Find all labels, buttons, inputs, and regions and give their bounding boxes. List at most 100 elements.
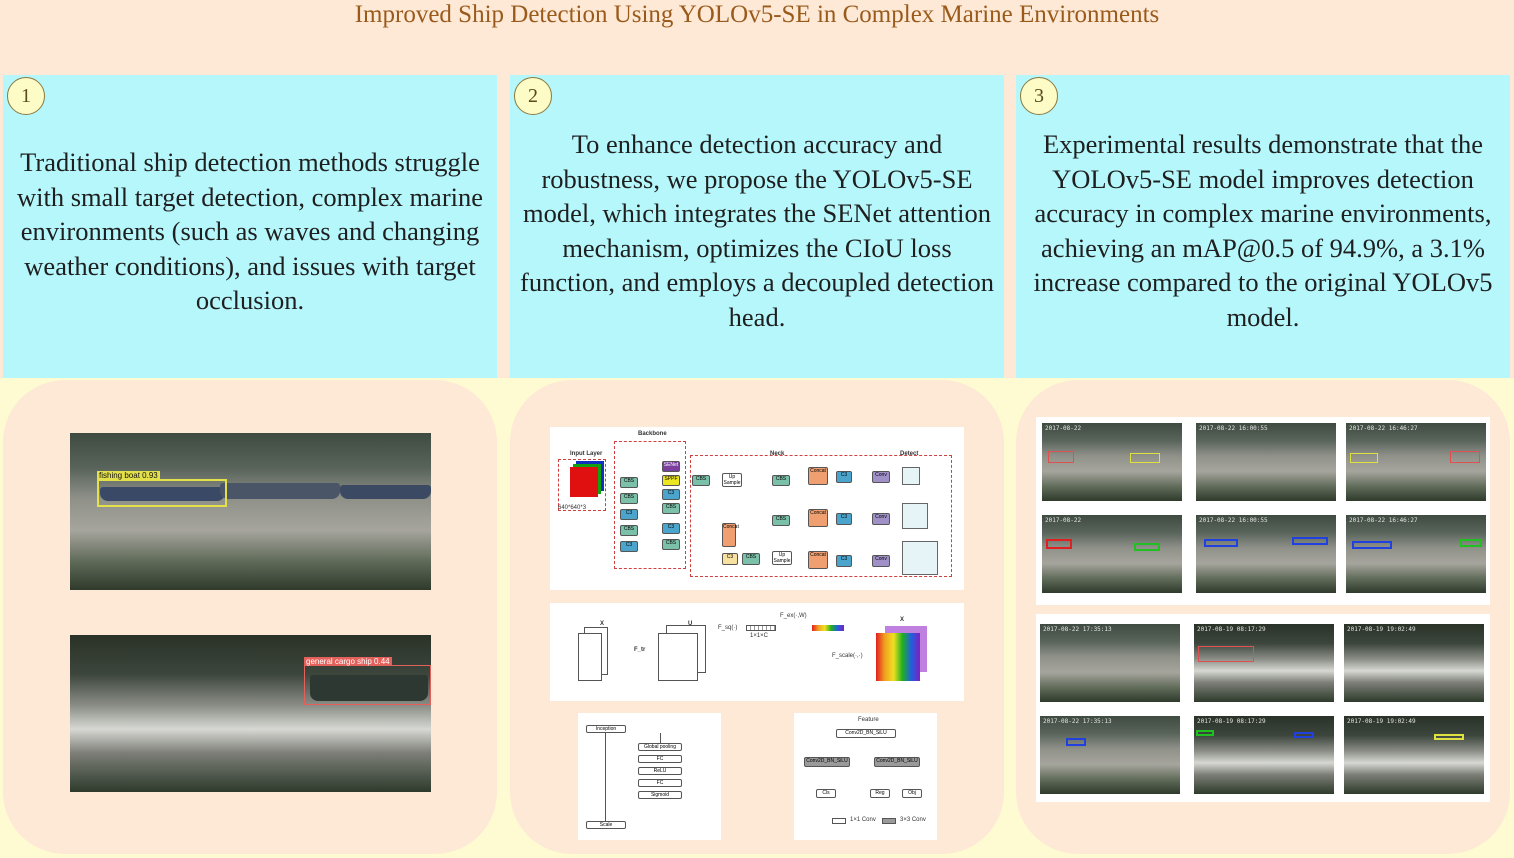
- module-cbs: CBS: [692, 475, 710, 486]
- detection-box: [1460, 539, 1482, 547]
- step-badge-1: 1: [7, 77, 45, 115]
- detection-photo-fishing-boat: fishing boat 0.93: [70, 433, 431, 590]
- reg-branch-conv: Conv2D_BN_SiLU: [874, 757, 920, 767]
- module-concat: Concat: [722, 523, 736, 547]
- ship-shape: [220, 483, 340, 499]
- module-sppf: SPPF: [662, 475, 680, 486]
- excitation-vector: [812, 625, 844, 631]
- module-conv: Conv: [872, 471, 890, 483]
- fex-label: F_ex(·,W): [780, 613, 807, 619]
- module-c3: C3: [836, 471, 852, 483]
- se-block-flowchart: Inception Global pooling FC ReLU FC Sigm…: [578, 713, 721, 840]
- senet-diagram: X F_tr U F_sq(·) 1×1×C F_ex(·,W) F_scale…: [550, 603, 964, 701]
- detect-output-medium: [902, 503, 928, 529]
- module-cbs: CBS: [662, 539, 680, 550]
- flow-line: [605, 733, 606, 821]
- module-cbs: CBS: [620, 493, 638, 504]
- tensor-x-tilde: [876, 633, 920, 681]
- legend-swatch-1x1: [832, 818, 846, 824]
- step-inception: Inception: [586, 725, 626, 733]
- head-input-label: Feature: [858, 717, 879, 723]
- head-stem-conv: Conv2D_BN_SiLU: [836, 729, 896, 738]
- yolov5-se-architecture-diagram: Input Layer Backbone Neck Detect 640*640…: [550, 427, 964, 590]
- panel-2-text: To enhance detection accuracy and robust…: [514, 113, 1000, 348]
- card-detection-examples: fishing boat 0.93 general cargo ship 0.4…: [3, 380, 497, 854]
- fscale-label: F_scale(·,·): [832, 653, 863, 659]
- detect-output-small: [902, 467, 920, 485]
- fsq-label: F_sq(·): [718, 625, 737, 631]
- detection-box: [1292, 537, 1328, 545]
- legend-label: 3×3 Conv: [900, 817, 926, 823]
- results-grid-varied-conditions: 2017-08-22 17:35:13 2017-08-19 08:17:29 …: [1036, 614, 1490, 802]
- panel-2: 2 To enhance detection accuracy and robu…: [510, 75, 1004, 378]
- module-cbs: CBS: [662, 503, 680, 514]
- step-badge-2: 2: [514, 77, 552, 115]
- results-grid-daytime: 2017-08-22 2017-08-22 16:00:55 2017-08-2…: [1036, 417, 1490, 605]
- result-thumbnail: 2017-08-19 19:02:49: [1344, 716, 1484, 794]
- result-thumbnail: 2017-08-22 16:00:55: [1196, 423, 1336, 501]
- obj-output: Obj: [902, 789, 922, 798]
- module-concat: Concat: [808, 509, 828, 527]
- detection-box: [304, 665, 431, 705]
- squeeze-vector: [746, 625, 776, 631]
- detection-box: [1434, 734, 1464, 740]
- thumbnail-timestamp: 2017-08-19 19:02:49: [1347, 718, 1416, 725]
- result-thumbnail: 2017-08-22 16:46:27: [1346, 423, 1486, 501]
- detection-box: [1066, 738, 1086, 746]
- detection-box: [1134, 543, 1160, 551]
- module-cbs: CBS: [742, 553, 760, 565]
- thumbnail-timestamp: 2017-08-19 08:17:29: [1197, 626, 1266, 633]
- module-upsample: Up Sample: [772, 551, 792, 565]
- detection-label: general cargo ship 0.44: [304, 657, 392, 666]
- card-model-architecture: Input Layer Backbone Neck Detect 640*640…: [510, 380, 1004, 854]
- detection-box: [1294, 732, 1314, 738]
- thumbnail-timestamp: 2017-08-22 16:00:55: [1199, 425, 1268, 432]
- detection-label: fishing boat 0.93: [97, 471, 160, 480]
- thumbnail-timestamp: 2017-08-22 16:00:55: [1199, 517, 1268, 524]
- thumbnail-timestamp: 2017-08-22 16:46:27: [1349, 517, 1418, 524]
- panel-1-text: Traditional ship detection methods strug…: [7, 115, 493, 348]
- step-fc: FC: [638, 755, 682, 763]
- result-thumbnail: 2017-08-22 17:35:13: [1040, 624, 1180, 702]
- module-c3: C3: [722, 553, 738, 565]
- module-cbs: CBS: [620, 525, 638, 536]
- flow-line: [660, 733, 661, 743]
- module-c3: C3: [620, 541, 638, 552]
- module-upsample: Up Sample: [722, 473, 742, 487]
- step-sigmoid: Sigmoid: [638, 791, 682, 799]
- decoupled-head-diagram: Feature Conv2D_BN_SiLU Conv2D_BN_SiLU Co…: [794, 713, 937, 840]
- module-concat: Concat: [808, 551, 828, 569]
- step-relu: ReLU: [638, 767, 682, 775]
- vector-size-label: 1×1×C: [750, 633, 768, 639]
- module-c3: C3: [620, 509, 638, 520]
- result-thumbnail: 2017-08-22: [1042, 423, 1182, 501]
- result-thumbnail: 2017-08-19 08:17:29: [1194, 716, 1334, 794]
- result-thumbnail: 2017-08-19 19:02:49: [1344, 624, 1484, 702]
- legend-swatch-3x3: [882, 818, 896, 824]
- tensor-u-label: U: [688, 621, 692, 627]
- detection-box: [1450, 451, 1480, 463]
- detection-box: [1350, 453, 1378, 463]
- detection-box: [1198, 646, 1254, 662]
- module-conv: Conv: [872, 555, 890, 567]
- step-global-pooling: Global pooling: [638, 743, 682, 751]
- ftr-label: F_tr: [634, 647, 645, 653]
- detection-box: [1204, 539, 1238, 547]
- module-cbs: CBS: [620, 477, 638, 488]
- thumbnail-timestamp: 2017-08-22: [1045, 425, 1081, 432]
- thumbnail-timestamp: 2017-08-19 19:02:49: [1347, 626, 1416, 633]
- cls-output: Cls: [816, 789, 836, 798]
- thumbnail-timestamp: 2017-08-22 17:35:13: [1043, 626, 1112, 633]
- legend-label: 1×1 Conv: [850, 817, 876, 823]
- detection-photo-cargo-ship: general cargo ship 0.44: [70, 635, 431, 792]
- detection-box: [1130, 453, 1160, 463]
- detection-box: [1048, 451, 1074, 463]
- module-c3: C3: [662, 523, 680, 534]
- module-cbs: CBS: [772, 515, 790, 526]
- panel-3: 3 Experimental results demonstrate that …: [1016, 75, 1510, 378]
- module-concat: Concat: [808, 467, 828, 485]
- ship-shape: [340, 485, 431, 499]
- result-thumbnail: 2017-08-22 17:35:13: [1040, 716, 1180, 794]
- thumbnail-timestamp: 2017-08-22: [1045, 517, 1081, 524]
- detection-box: [1352, 541, 1392, 549]
